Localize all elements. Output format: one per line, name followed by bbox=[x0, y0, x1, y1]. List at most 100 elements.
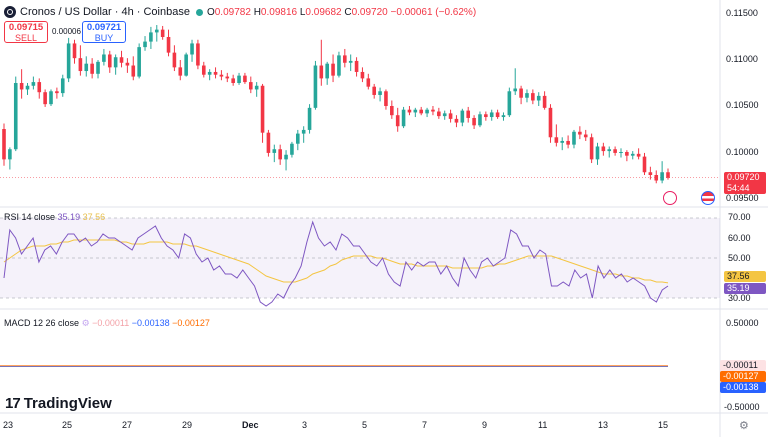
buy-price: 0.09721 bbox=[86, 22, 122, 33]
candle-body bbox=[513, 88, 518, 92]
tradingview-logo[interactable]: 17 TradingView bbox=[5, 395, 112, 412]
candle-body bbox=[160, 29, 165, 37]
time-tick: 13 bbox=[598, 420, 609, 430]
candle-body bbox=[313, 65, 318, 108]
time-tick: 15 bbox=[658, 420, 669, 430]
candle-body bbox=[613, 149, 617, 153]
sell-button[interactable]: 0.09715 SELL bbox=[4, 21, 48, 43]
candle-body bbox=[90, 63, 94, 74]
macd-hist-value: −0.00011 bbox=[92, 318, 130, 328]
sell-price: 0.09715 bbox=[8, 22, 44, 33]
close-value: 0.09720 bbox=[351, 6, 388, 18]
candle-body bbox=[390, 106, 394, 116]
candle-body bbox=[219, 74, 224, 77]
candle-body bbox=[60, 78, 65, 94]
candle-body bbox=[231, 78, 235, 83]
us-flag-icon[interactable] bbox=[701, 191, 715, 205]
rsi-tick: 30.00 bbox=[728, 293, 751, 303]
candle-body bbox=[572, 131, 576, 145]
open-value: 0.09782 bbox=[214, 6, 251, 18]
candle-body bbox=[243, 75, 247, 83]
rsi-tick: 70.00 bbox=[728, 212, 751, 222]
candle-body bbox=[472, 117, 476, 126]
candle-body bbox=[154, 29, 159, 33]
candle-body bbox=[119, 57, 124, 63]
price-tick: 0.09500 bbox=[726, 193, 759, 203]
ohlc-readout: O0.09782 H0.09816 L0.09682 C0.09720 −0.0… bbox=[206, 6, 477, 18]
candle-body bbox=[636, 153, 641, 157]
macd-legend[interactable]: MACD 12 26 close ⚙ −0.00011 −0.00138 −0.… bbox=[4, 318, 210, 329]
candle-body bbox=[201, 65, 206, 75]
rsi-title: RSI 14 close bbox=[4, 212, 56, 222]
macd-settings-icon: ⚙ bbox=[81, 318, 90, 328]
candle-body bbox=[237, 75, 241, 83]
high-value: 0.09816 bbox=[260, 6, 298, 18]
candle-body bbox=[366, 78, 371, 87]
low-value: 0.09682 bbox=[305, 6, 342, 18]
time-tick: 11 bbox=[538, 420, 548, 430]
candle-body bbox=[501, 115, 506, 118]
candle-body bbox=[654, 175, 659, 181]
candle-body bbox=[137, 47, 141, 77]
candle-body bbox=[213, 71, 218, 75]
candle-body bbox=[96, 61, 100, 74]
candle-body bbox=[531, 93, 535, 101]
rsi-line bbox=[3, 220, 669, 307]
candle-body bbox=[66, 43, 71, 79]
candle-body bbox=[266, 132, 271, 153]
candle-body bbox=[478, 114, 482, 126]
macd-tick: 0.50000 bbox=[726, 318, 759, 328]
candle-body bbox=[284, 154, 288, 160]
candle-body bbox=[466, 110, 471, 118]
candle-body bbox=[354, 60, 359, 72]
candle-body bbox=[19, 83, 24, 90]
candle-body bbox=[460, 110, 465, 123]
flash-icon[interactable] bbox=[663, 191, 677, 205]
candle-body bbox=[325, 63, 329, 79]
candle-body bbox=[660, 172, 664, 181]
candle-body bbox=[8, 149, 12, 160]
candle-body bbox=[102, 54, 106, 62]
settings-gear-icon[interactable]: ⚙ bbox=[739, 420, 749, 432]
candle-body bbox=[272, 149, 277, 153]
candle-body bbox=[337, 55, 341, 76]
buy-button[interactable]: 0.09721 BUY bbox=[82, 21, 126, 43]
candle-body bbox=[301, 129, 306, 134]
rsi-legend[interactable]: RSI 14 close 35.19 37.56 bbox=[4, 212, 105, 222]
candle-body bbox=[437, 111, 441, 117]
candle-body bbox=[542, 95, 547, 108]
candle-body bbox=[343, 55, 347, 63]
time-tick: 5 bbox=[362, 420, 368, 430]
symbol-header[interactable]: Cronos / US Dollar · 4h · Coinbase O0.09… bbox=[4, 4, 476, 20]
time-tick: 9 bbox=[482, 420, 488, 430]
candle-body bbox=[190, 43, 194, 55]
price-tick: 0.11000 bbox=[726, 54, 758, 64]
candle-body bbox=[225, 76, 230, 79]
candle-body bbox=[395, 115, 400, 127]
macd-signal-tag: -0.00127 bbox=[720, 371, 766, 382]
time-tick: 7 bbox=[422, 420, 428, 430]
candle-body bbox=[107, 54, 112, 68]
candle-body bbox=[78, 58, 83, 72]
candle-body bbox=[648, 172, 653, 175]
tradingview-wordmark: TradingView bbox=[23, 395, 112, 412]
symbol-title[interactable]: Cronos / US Dollar · 4h · Coinbase bbox=[20, 6, 190, 18]
candle-body bbox=[360, 71, 365, 79]
candle-body bbox=[143, 41, 147, 48]
candle-body bbox=[196, 43, 200, 66]
rsi-value: 35.19 bbox=[57, 212, 81, 222]
candle-body bbox=[55, 91, 59, 94]
candle-body bbox=[290, 143, 294, 155]
candle-body bbox=[125, 62, 130, 66]
candle-body bbox=[519, 88, 523, 98]
candle-body bbox=[31, 82, 36, 86]
candle-body bbox=[331, 63, 335, 76]
cronos-coin-icon bbox=[4, 6, 16, 18]
macd-hist-tag: -0.00011 bbox=[720, 360, 766, 371]
candle-body bbox=[642, 156, 647, 173]
price-tick: 0.10000 bbox=[726, 147, 759, 157]
candle-body bbox=[407, 109, 412, 113]
candle-body bbox=[49, 91, 53, 105]
candle-body bbox=[84, 63, 89, 72]
candle-body bbox=[625, 152, 629, 156]
